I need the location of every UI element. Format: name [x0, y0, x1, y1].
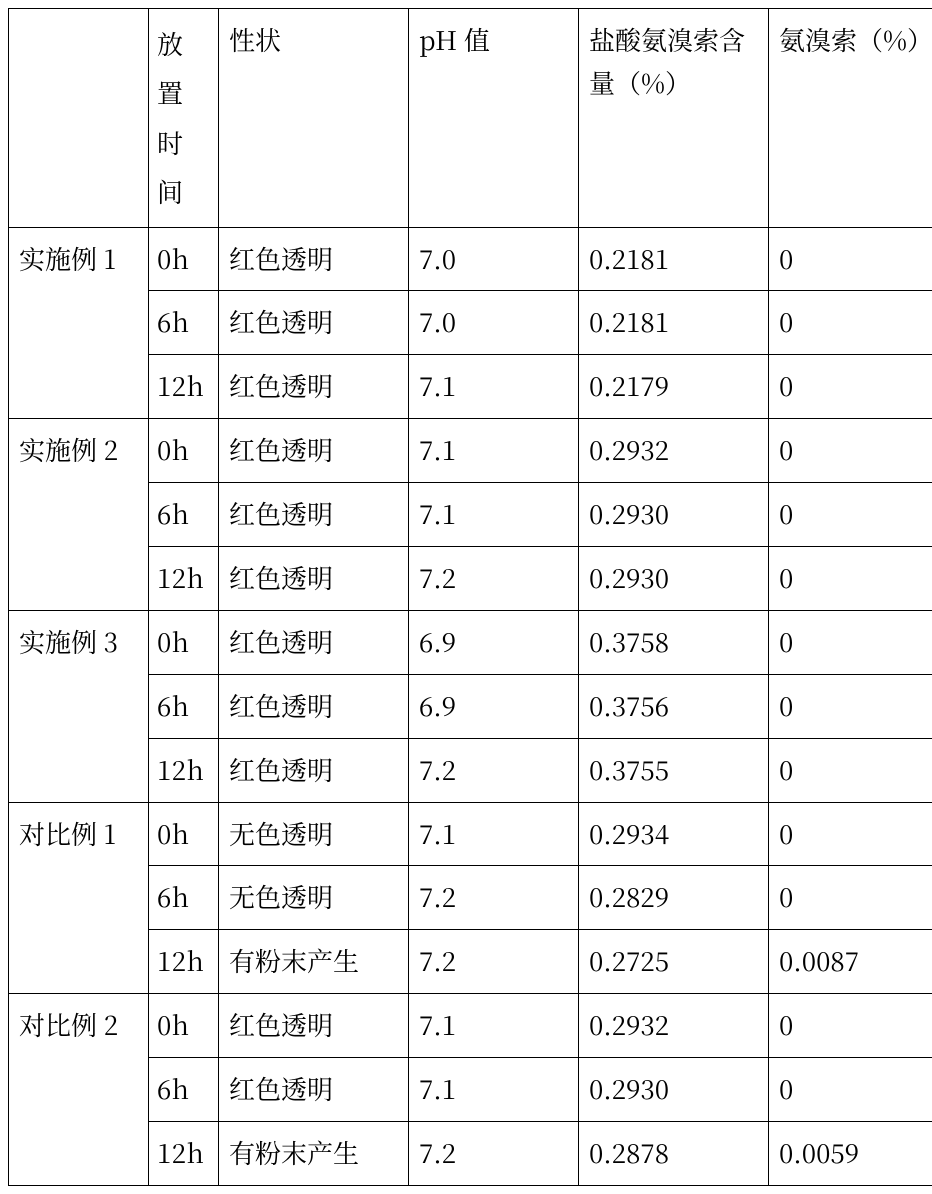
table-header-row: 放 置 时 间 性状 pH 值 盐酸氨溴索含量（%） 氨溴索（%） — [9, 9, 932, 228]
cell-ph: 6.9 — [409, 610, 579, 674]
col-header-ambroxol: 氨溴索（%） — [769, 9, 932, 228]
cell-appearance: 红色透明 — [219, 674, 409, 738]
cell-ph: 6.9 — [409, 674, 579, 738]
col-header-sample — [9, 9, 149, 228]
cell-ph: 7.2 — [409, 547, 579, 611]
col-header-appearance: 性状 — [219, 9, 409, 228]
cell-ambroxol: 0 — [769, 994, 932, 1058]
cell-appearance: 红色透明 — [219, 610, 409, 674]
cell-ph: 7.0 — [409, 291, 579, 355]
cell-time: 6h — [149, 1058, 219, 1122]
cell-hcl: 0.2930 — [579, 483, 769, 547]
cell-ambroxol: 0 — [769, 483, 932, 547]
cell-ph: 7.1 — [409, 483, 579, 547]
cell-ambroxol: 0 — [769, 291, 932, 355]
cell-ambroxol: 0 — [769, 547, 932, 611]
cell-ph: 7.2 — [409, 1122, 579, 1186]
cell-time: 0h — [149, 802, 219, 866]
cell-time: 12h — [149, 738, 219, 802]
cell-ambroxol: 0.0087 — [769, 930, 932, 994]
cell-time: 6h — [149, 483, 219, 547]
cell-hcl: 0.3758 — [579, 610, 769, 674]
table-row: 实施例 3 0h 红色透明 6.9 0.3758 0 — [9, 610, 932, 674]
cell-hcl: 0.2829 — [579, 866, 769, 930]
cell-ambroxol: 0 — [769, 227, 932, 291]
table-row: 实施例 1 0h 红色透明 7.0 0.2181 0 — [9, 227, 932, 291]
cell-ph: 7.1 — [409, 1058, 579, 1122]
cell-time: 6h — [149, 291, 219, 355]
cell-hcl: 0.2878 — [579, 1122, 769, 1186]
col-header-time: 放 置 时 间 — [149, 9, 219, 228]
cell-ph: 7.1 — [409, 419, 579, 483]
cell-time: 12h — [149, 355, 219, 419]
cell-appearance: 红色透明 — [219, 227, 409, 291]
cell-time: 12h — [149, 1122, 219, 1186]
cell-appearance: 红色透明 — [219, 994, 409, 1058]
stability-table: 放 置 时 间 性状 pH 值 盐酸氨溴索含量（%） 氨溴索（%） 实施例 1 … — [8, 8, 932, 1186]
cell-ambroxol: 0 — [769, 610, 932, 674]
cell-appearance: 红色透明 — [219, 291, 409, 355]
cell-appearance: 无色透明 — [219, 866, 409, 930]
cell-appearance: 红色透明 — [219, 483, 409, 547]
cell-hcl: 0.2181 — [579, 227, 769, 291]
cell-hcl: 0.2932 — [579, 994, 769, 1058]
cell-ambroxol: 0 — [769, 419, 932, 483]
cell-hcl: 0.2179 — [579, 355, 769, 419]
cell-appearance: 有粉末产生 — [219, 1122, 409, 1186]
table-row: 实施例 2 0h 红色透明 7.1 0.2932 0 — [9, 419, 932, 483]
cell-hcl: 0.2725 — [579, 930, 769, 994]
cell-ph: 7.0 — [409, 227, 579, 291]
cell-ambroxol: 0 — [769, 738, 932, 802]
cell-appearance: 红色透明 — [219, 1058, 409, 1122]
cell-ambroxol: 0.0059 — [769, 1122, 932, 1186]
cell-ph: 7.1 — [409, 994, 579, 1058]
cell-ph: 7.1 — [409, 802, 579, 866]
cell-hcl: 0.2932 — [579, 419, 769, 483]
cell-time: 12h — [149, 547, 219, 611]
cell-appearance: 红色透明 — [219, 547, 409, 611]
cell-time: 0h — [149, 227, 219, 291]
cell-time: 0h — [149, 610, 219, 674]
cell-time: 6h — [149, 674, 219, 738]
cell-ph: 7.2 — [409, 930, 579, 994]
cell-ph: 7.2 — [409, 738, 579, 802]
cell-appearance: 红色透明 — [219, 738, 409, 802]
cell-ph: 7.2 — [409, 866, 579, 930]
cell-ambroxol: 0 — [769, 802, 932, 866]
col-header-ph: pH 值 — [409, 9, 579, 228]
group-label: 实施例 1 — [9, 227, 149, 419]
cell-hcl: 0.2181 — [579, 291, 769, 355]
cell-ambroxol: 0 — [769, 674, 932, 738]
cell-appearance: 无色透明 — [219, 802, 409, 866]
cell-hcl: 0.3756 — [579, 674, 769, 738]
cell-hcl: 0.2934 — [579, 802, 769, 866]
group-label: 实施例 3 — [9, 610, 149, 802]
group-label: 实施例 2 — [9, 419, 149, 611]
cell-hcl: 0.2930 — [579, 547, 769, 611]
cell-appearance: 红色透明 — [219, 355, 409, 419]
col-header-time-text: 放 置 时 间 — [157, 19, 214, 217]
cell-ph: 7.1 — [409, 355, 579, 419]
cell-hcl: 0.3755 — [579, 738, 769, 802]
cell-time: 6h — [149, 866, 219, 930]
cell-time: 0h — [149, 419, 219, 483]
group-label: 对比例 1 — [9, 802, 149, 994]
cell-ambroxol: 0 — [769, 1058, 932, 1122]
cell-time: 12h — [149, 930, 219, 994]
col-header-hcl-ambroxol: 盐酸氨溴索含量（%） — [579, 9, 769, 228]
cell-ambroxol: 0 — [769, 355, 932, 419]
cell-appearance: 有粉末产生 — [219, 930, 409, 994]
group-label: 对比例 2 — [9, 994, 149, 1186]
cell-hcl: 0.2930 — [579, 1058, 769, 1122]
cell-appearance: 红色透明 — [219, 419, 409, 483]
table-row: 对比例 1 0h 无色透明 7.1 0.2934 0 — [9, 802, 932, 866]
cell-ambroxol: 0 — [769, 866, 932, 930]
table-row: 对比例 2 0h 红色透明 7.1 0.2932 0 — [9, 994, 932, 1058]
cell-time: 0h — [149, 994, 219, 1058]
